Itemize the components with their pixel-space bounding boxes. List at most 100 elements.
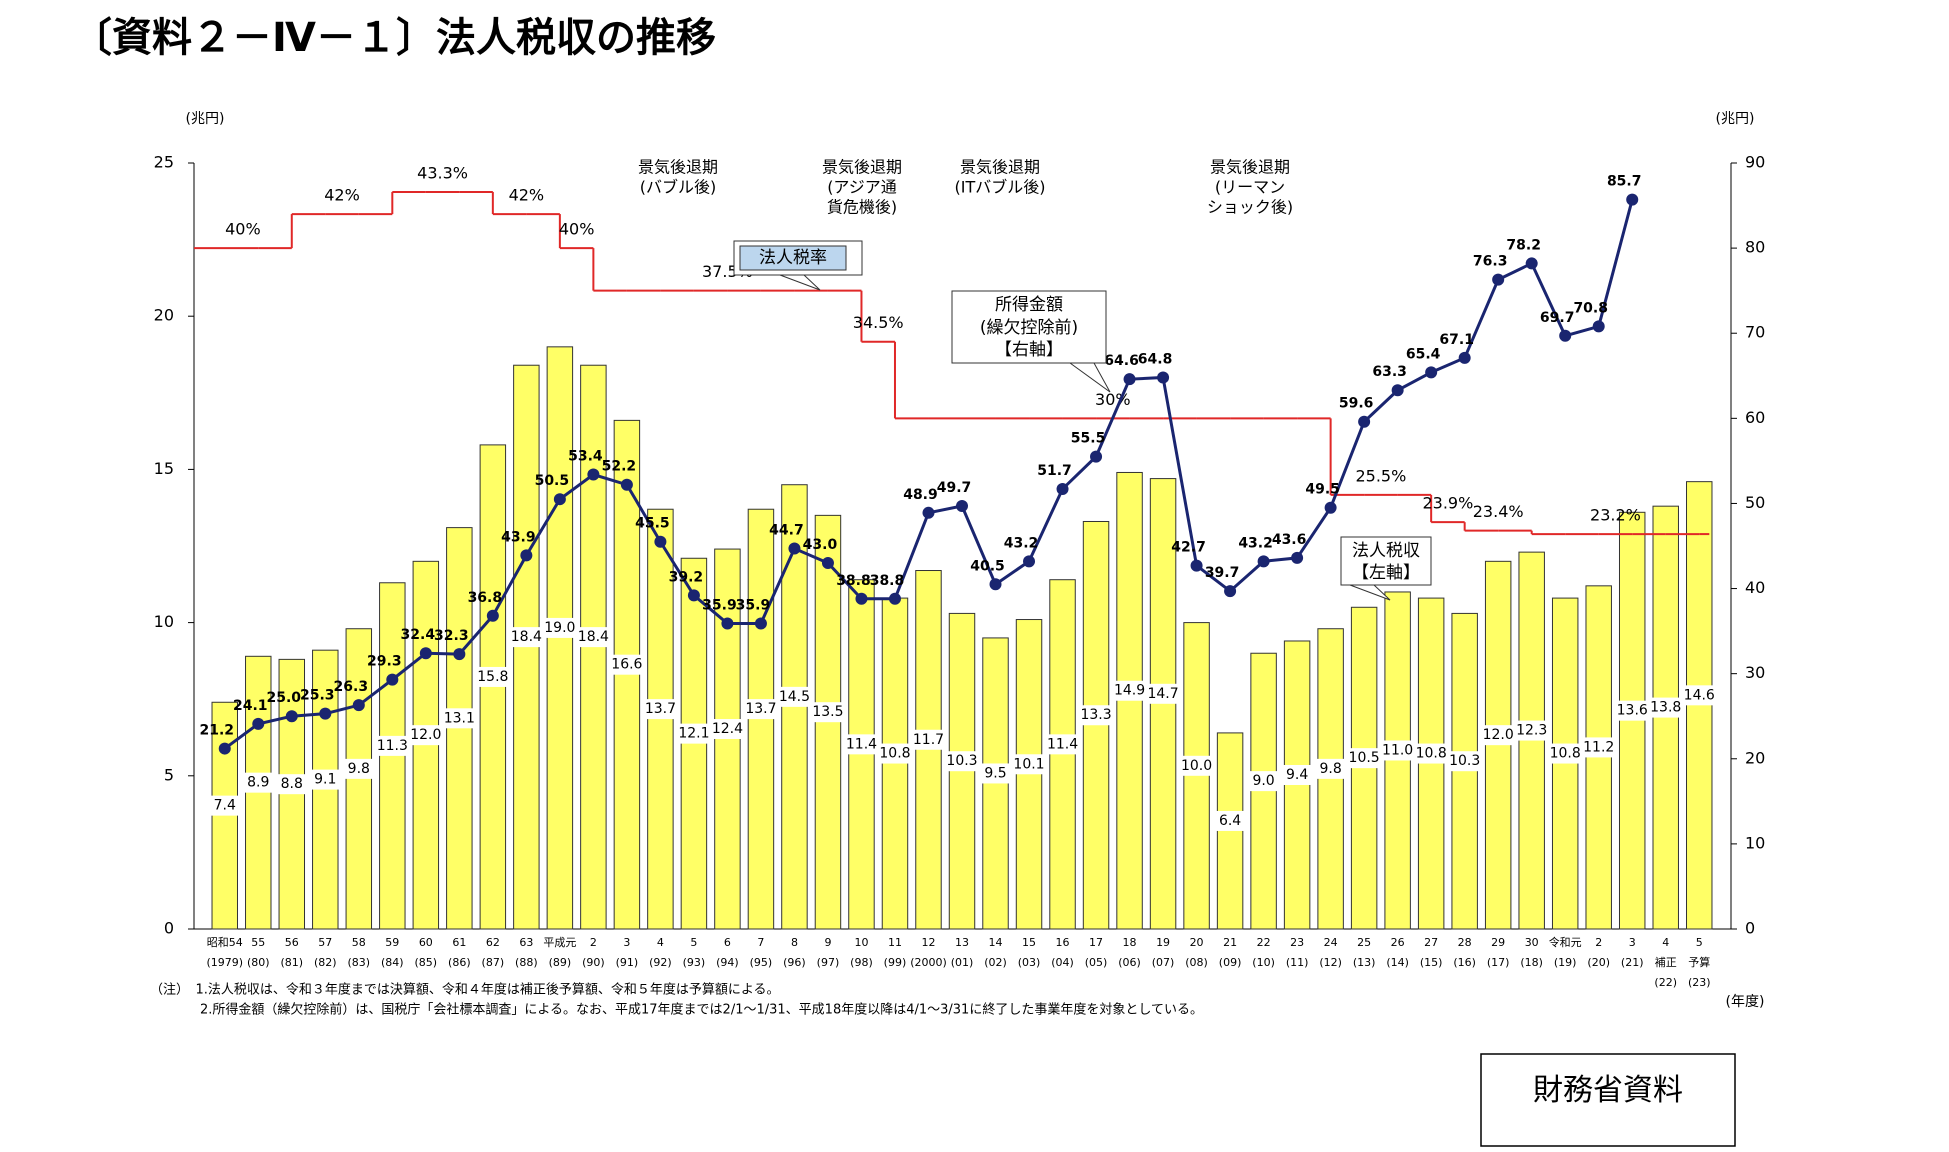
bar-label-bg: [241, 772, 276, 793]
bar-label-bg: [609, 654, 644, 675]
x-tick-label: 5: [1696, 936, 1703, 949]
y-tick-label: 20: [154, 306, 174, 325]
line-point: [1257, 555, 1270, 568]
x-year-label: (93): [683, 956, 706, 969]
line-label: 35.9: [736, 597, 771, 613]
bar-label-bg: [475, 666, 510, 687]
income-callout: [951, 290, 1107, 364]
recession-label: 貨危機後): [827, 198, 897, 217]
line-point: [252, 717, 265, 730]
bar-label-bg: [341, 758, 376, 779]
x-tick-label: 61: [452, 936, 466, 949]
bar-label: 8.9: [247, 775, 269, 791]
x-year-label: (83): [348, 956, 371, 969]
bar: [714, 548, 741, 930]
revenue-callout-text: 法人税収: [1352, 541, 1420, 561]
recession-label: ショック後): [1207, 198, 1293, 217]
line-point: [285, 710, 298, 723]
bar-label-bg: [676, 723, 711, 744]
x-tick-label: 3: [623, 936, 630, 949]
bar: [412, 560, 440, 930]
bar-label-bg: [810, 702, 845, 723]
x-year-label: (02): [984, 956, 1007, 969]
recession-label: (リーマン: [1215, 178, 1285, 197]
x-year-label: (2000): [910, 956, 947, 969]
line-point: [1458, 351, 1471, 364]
rate-callout-pointer: [779, 274, 821, 291]
line-point: [1123, 373, 1136, 386]
bar-label: 13.5: [812, 704, 843, 720]
bar-label-bg: [877, 743, 912, 764]
bar-label: 11.4: [1047, 736, 1078, 752]
line-label: 44.7: [769, 523, 804, 539]
x-tick-label: 13: [955, 936, 969, 949]
revenue-callout-text: 【左軸】: [1352, 563, 1420, 583]
bar-label-bg: [1179, 755, 1214, 776]
line-point: [754, 617, 767, 630]
bar-label: 10.8: [879, 746, 910, 762]
line-label: 39.2: [669, 569, 704, 585]
line-label: 51.7: [1037, 463, 1072, 479]
bar-label-bg: [743, 699, 778, 720]
x-tick-label: 昭和54: [207, 936, 243, 949]
x-tick-label: 28: [1458, 936, 1472, 949]
bar-label-bg: [1414, 743, 1449, 764]
line-label: 42.7: [1171, 540, 1206, 556]
y2-tick-label: 10: [1745, 833, 1765, 852]
bar: [379, 582, 406, 930]
y2-tick-label: 50: [1745, 493, 1765, 512]
rate-label: 40%: [225, 220, 261, 239]
x-tick-label: 19: [1156, 936, 1170, 949]
bar-label: 7.4: [214, 798, 236, 814]
x-tick-label: 14: [989, 936, 1003, 949]
rate-label: 43.3%: [417, 163, 468, 182]
x-tick-label: 63: [519, 936, 533, 949]
bar-label-bg: [1380, 740, 1415, 761]
x-year-label: (89): [549, 956, 572, 969]
rate-label: 23.2%: [1590, 506, 1641, 525]
line-label: 53.4: [568, 449, 603, 465]
bar-label-bg: [1045, 734, 1080, 755]
x-tick-label: 23: [1290, 936, 1304, 949]
recession-label: (アジア通: [827, 178, 897, 197]
line-label: 45.5: [635, 516, 670, 532]
x-tick-label: 27: [1424, 936, 1438, 949]
x-year-label: (95): [750, 956, 773, 969]
y-tick-label: 5: [164, 765, 174, 784]
bar-label: 10.8: [1550, 746, 1581, 762]
bar-label-bg: [442, 708, 477, 729]
x-tick-label: 平成元: [543, 936, 576, 949]
bar-label: 19.0: [544, 620, 575, 636]
recession-label: 景気後退期: [822, 158, 902, 177]
bar-label-bg: [1514, 720, 1549, 741]
bar-label: 18.4: [511, 629, 542, 645]
revenue-callout-pointer: [1349, 584, 1391, 601]
bar-label: 15.8: [477, 669, 508, 685]
line-point: [956, 499, 968, 512]
line-point: [1324, 501, 1337, 514]
bar-label: 11.0: [1382, 742, 1413, 758]
line-point: [1190, 559, 1203, 572]
line-point: [888, 592, 901, 605]
y-tick-label: 0: [164, 919, 174, 938]
line-label: 32.3: [434, 628, 469, 644]
rate-label: 23.4%: [1473, 502, 1524, 521]
bar-label-bg: [1447, 751, 1482, 772]
recession-label: 景気後退期: [638, 158, 718, 177]
line-label: 64.8: [1138, 351, 1173, 367]
line-point: [788, 542, 801, 555]
bar-label: 9.8: [1319, 761, 1341, 777]
line-point: [1592, 320, 1605, 333]
line-point: [1157, 371, 1170, 384]
bar-label-bg: [509, 627, 544, 648]
x-tick-label: 令和元: [1549, 935, 1582, 949]
bar-label: 9.8: [348, 761, 370, 777]
right-unit: (兆円): [1716, 111, 1755, 127]
line-point: [1525, 257, 1538, 270]
y2-tick-label: 20: [1745, 748, 1765, 767]
bar: [1484, 560, 1512, 930]
rate-label: 25.5%: [1355, 466, 1406, 485]
x-year-label: (08): [1185, 956, 1208, 969]
line-point: [486, 609, 499, 622]
x-tick-label: 5: [690, 936, 697, 949]
